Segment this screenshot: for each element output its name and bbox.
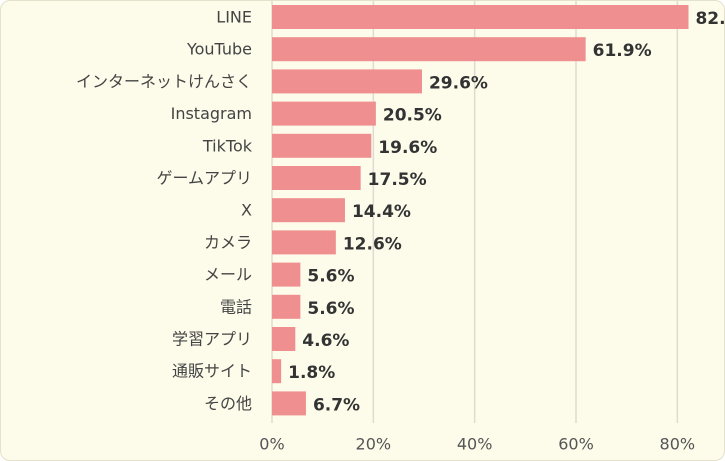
category-labels: LINE YouTube インターネットけんさく Instagram TikTok ゲーム… <box>76 8 253 413</box>
category-label-6: X <box>241 201 252 220</box>
value-label-6: 14.4% <box>352 202 411 222</box>
category-label-11: 通販サイト <box>172 362 252 381</box>
bar-8 <box>272 262 301 287</box>
category-label-12: その他 <box>204 394 252 413</box>
value-label-1: 61.9% <box>593 41 652 61</box>
bar-10 <box>272 327 296 351</box>
bar-2 <box>272 69 422 94</box>
bar-11 <box>272 359 282 384</box>
x-tick-label-1: 20% <box>356 435 392 454</box>
value-label-0: 82.2% <box>695 9 725 29</box>
value-label-5: 17.5% <box>368 170 427 190</box>
value-label-12: 6.7% <box>313 395 360 415</box>
bars <box>272 5 689 416</box>
value-label-8: 5.6% <box>307 267 354 287</box>
value-label-9: 5.6% <box>307 299 354 319</box>
category-label-3: Instagram <box>171 104 252 123</box>
bar-3 <box>272 101 376 126</box>
bar-7 <box>272 230 336 255</box>
x-tick-label-3: 60% <box>558 435 594 454</box>
category-label-1: YouTube <box>186 40 252 59</box>
bar-5 <box>272 166 361 190</box>
category-label-10: 学習アプリ <box>172 330 252 349</box>
category-label-4: TikTok <box>202 136 253 155</box>
category-label-9: 電話 <box>220 297 252 316</box>
category-label-0: LINE <box>216 8 252 27</box>
category-label-2: インターネットけんさく <box>76 72 252 91</box>
bar-4 <box>272 133 372 158</box>
category-label-7: カメラ <box>204 233 252 252</box>
value-label-11: 1.8% <box>288 363 335 383</box>
bar-9 <box>272 294 301 319</box>
bar-12 <box>272 391 306 416</box>
value-label-2: 29.6% <box>429 73 488 93</box>
value-label-4: 19.6% <box>378 138 437 158</box>
value-label-3: 20.5% <box>383 106 442 126</box>
category-label-5: ゲームアプリ <box>156 169 252 188</box>
category-label-8: メール <box>204 265 252 284</box>
x-tick-label-2: 40% <box>457 435 493 454</box>
value-label-7: 12.6% <box>343 234 402 254</box>
value-labels: 82.2% 61.9% 29.6% 20.5% 19.6% 17.5% 14.4% 12.6%… <box>288 9 725 415</box>
value-label-10: 4.6% <box>302 331 349 351</box>
x-axis-tick-labels: 0% 20% 40% 60% 80% <box>259 435 695 454</box>
bar-6 <box>272 198 345 223</box>
bar-0 <box>272 5 689 29</box>
x-tick-label-0: 0% <box>259 435 284 454</box>
x-tick-label-4: 80% <box>660 435 696 454</box>
bar-1 <box>272 37 586 62</box>
